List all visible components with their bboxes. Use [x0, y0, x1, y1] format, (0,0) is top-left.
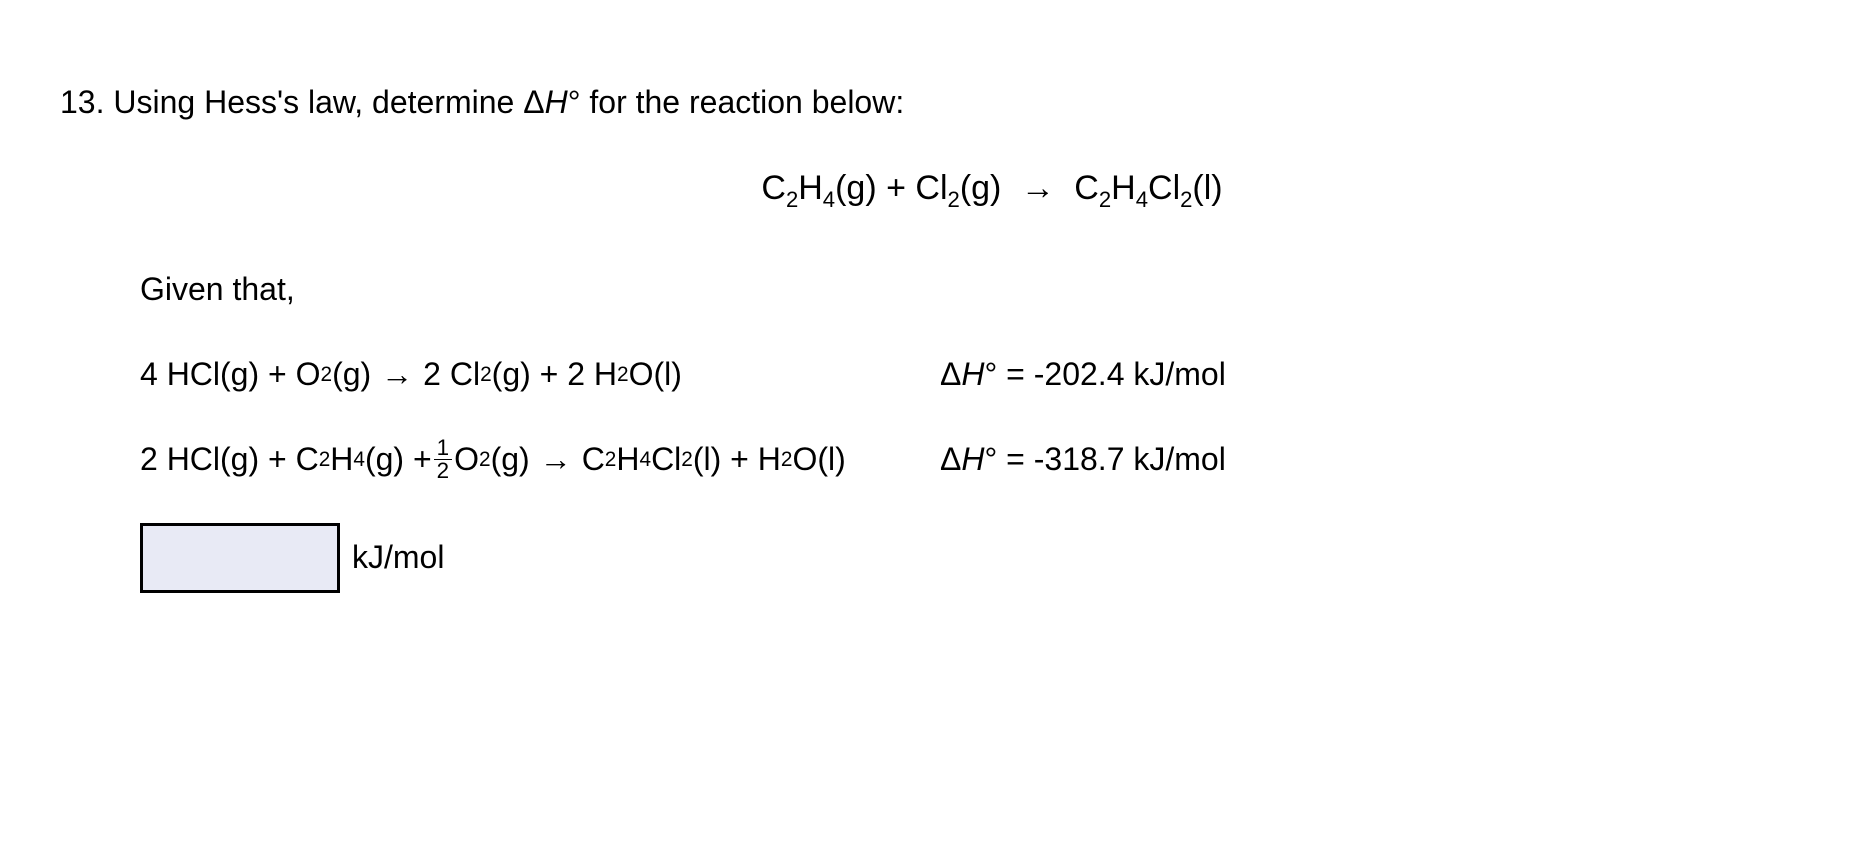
r1-dh-value: ° = -202.4 kJ/mol: [984, 356, 1225, 392]
r2-p4: O: [454, 437, 479, 482]
r1-p2: (g): [332, 352, 371, 397]
tr-r1-sub1: 2: [786, 187, 798, 212]
r2-dh-var: H: [961, 441, 984, 477]
r2-p8: Cl: [651, 437, 681, 482]
answer-row: kJ/mol: [140, 523, 1804, 593]
reaction-2-equation: 2 HCl(g) + C2H4(g) + 12 O2(g) → C2H4Cl2(…: [140, 437, 940, 483]
r2-frac-num: 1: [434, 437, 452, 460]
tr-p-mid2: Cl: [1148, 169, 1180, 207]
tr-reactant2: Cl2(g): [915, 169, 1010, 207]
r2-dh-prefix: Δ: [940, 441, 961, 477]
r1-dh-prefix: Δ: [940, 356, 961, 392]
r1-dh-var: H: [961, 356, 984, 392]
r2-p2: H: [330, 437, 353, 482]
reaction-2-row: 2 HCl(g) + C2H4(g) + 12 O2(g) → C2H4Cl2(…: [140, 437, 1804, 483]
r2-arrow-icon: →: [540, 437, 572, 482]
question-number: 13.: [60, 84, 104, 120]
r1-p1: 4 HCl(g) + O: [140, 352, 320, 397]
tr-r2-base: Cl: [915, 169, 947, 207]
tr-p-mid1: H: [1111, 169, 1136, 207]
tr-p-sub2: 4: [1136, 187, 1148, 212]
plus-1: +: [886, 169, 915, 207]
arrow-icon: →: [1021, 169, 1055, 207]
page-container: 13. Using Hess's law, determine ΔH° for …: [0, 0, 1864, 842]
r2-p10: O(l): [792, 437, 845, 482]
given-label: Given that,: [140, 267, 1804, 312]
tr-r1-state: (g): [835, 169, 877, 207]
tr-r1-sub2: 4: [823, 187, 835, 212]
reaction-2-enthalpy: ΔH° = -318.7 kJ/mol: [940, 437, 1226, 482]
tr-p-state: (l): [1192, 169, 1222, 207]
tr-reactant1: C2H4(g): [761, 169, 886, 207]
r2-p7: H: [616, 437, 639, 482]
tr-r1-mid: H: [798, 169, 823, 207]
tr-r1-base: C: [761, 169, 786, 207]
reaction-1-row: 4 HCl(g) + O2(g) → 2 Cl2(g) + 2 H2O(l) Δ…: [140, 352, 1804, 397]
r1-p4: (g) + 2 H: [492, 352, 617, 397]
prompt-suffix: ° for the reaction below:: [568, 84, 905, 120]
r2-frac-den: 2: [434, 460, 452, 482]
tr-r2-state: (g): [960, 169, 1002, 207]
tr-product: C2H4Cl2(l): [1074, 169, 1222, 207]
r1-p5: O(l): [629, 352, 682, 397]
target-reaction: C2H4(g) + Cl2(g) → C2H4Cl2(l): [180, 165, 1804, 213]
r2-fraction: 12: [434, 437, 452, 483]
r2-dh-value: ° = -318.7 kJ/mol: [984, 441, 1225, 477]
r2-p9: (l) + H: [693, 437, 781, 482]
r1-arrow-icon: →: [381, 352, 413, 397]
tr-p-base: C: [1074, 169, 1099, 207]
r1-p3: 2 Cl: [423, 352, 480, 397]
prompt-prefix: Using Hess's law, determine Δ: [113, 84, 544, 120]
tr-r2-sub: 2: [948, 187, 960, 212]
prompt-var: H: [545, 84, 568, 120]
answer-unit-label: kJ/mol: [352, 535, 444, 580]
reaction-1-equation: 4 HCl(g) + O2(g) → 2 Cl2(g) + 2 H2O(l): [140, 352, 940, 397]
tr-p-sub3: 2: [1180, 187, 1192, 212]
r2-p1: 2 HCl(g) + C: [140, 437, 319, 482]
tr-p-sub1: 2: [1099, 187, 1111, 212]
answer-input[interactable]: [140, 523, 340, 593]
question-prompt: 13. Using Hess's law, determine ΔH° for …: [60, 80, 1804, 125]
r2-p5: (g): [491, 437, 530, 482]
reaction-1-enthalpy: ΔH° = -202.4 kJ/mol: [940, 352, 1226, 397]
r2-p6: C: [582, 437, 605, 482]
r2-p3: (g) +: [365, 437, 432, 482]
